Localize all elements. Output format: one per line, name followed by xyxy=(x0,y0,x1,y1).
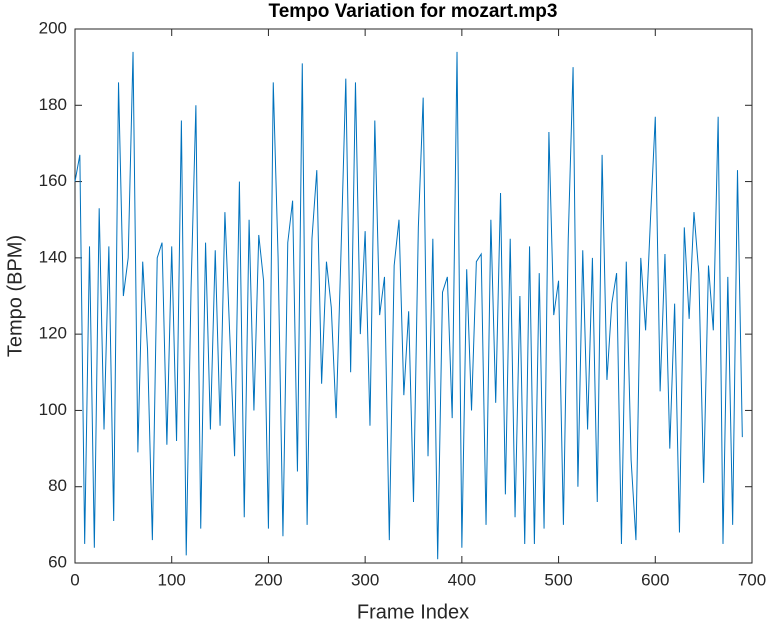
y-axis-label: Tempo (BPM) xyxy=(4,235,26,357)
y-tick-label: 80 xyxy=(48,476,67,495)
y-tick-label: 200 xyxy=(39,18,67,37)
x-tick-label: 200 xyxy=(254,570,282,589)
x-axis-label: Frame Index xyxy=(357,601,469,623)
x-tick-label: 400 xyxy=(448,570,476,589)
x-tick-label: 100 xyxy=(158,570,186,589)
y-tick-label: 140 xyxy=(39,247,67,266)
plot-frame xyxy=(74,28,753,564)
y-tick-label: 120 xyxy=(39,324,67,343)
x-tick-label: 500 xyxy=(544,570,572,589)
x-tick-label: 0 xyxy=(70,570,79,589)
y-tick-label: 100 xyxy=(39,400,67,419)
x-tick-label: 700 xyxy=(738,570,766,589)
data-line xyxy=(74,51,743,560)
y-tick-label: 160 xyxy=(39,171,67,190)
y-tick-label: 180 xyxy=(39,95,67,114)
x-tick-label: 300 xyxy=(351,570,379,589)
y-tick-label: 60 xyxy=(48,552,67,571)
chart-title: Tempo Variation for mozart.mp3 xyxy=(269,1,558,22)
x-tick-label: 600 xyxy=(641,570,669,589)
